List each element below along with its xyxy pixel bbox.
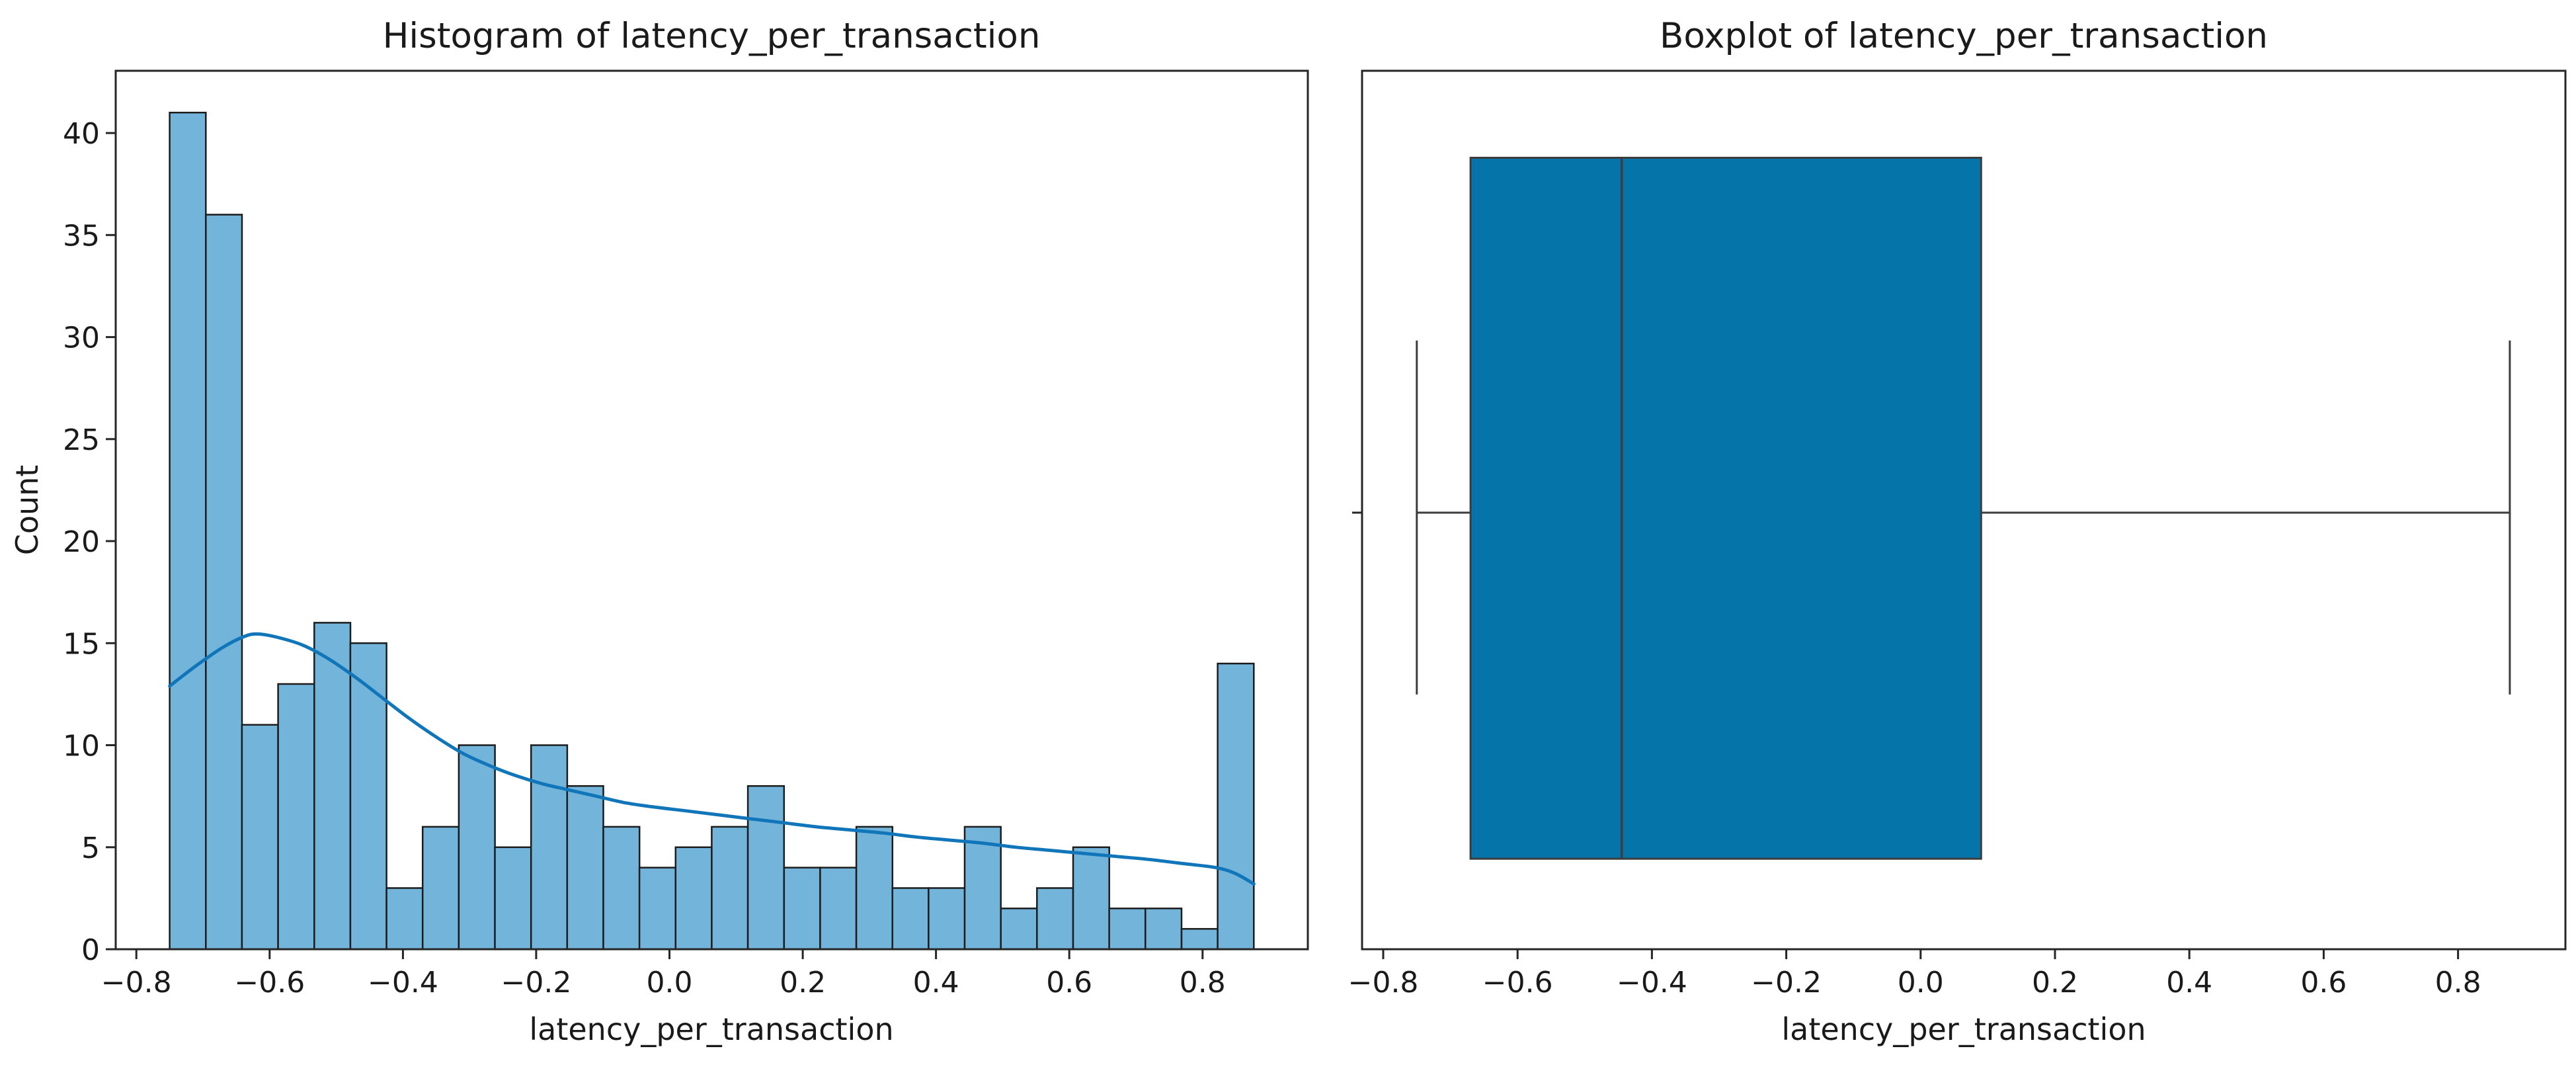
hist-bar [746,785,785,951]
hist-bar [241,724,279,951]
hist-bar [1145,908,1183,951]
histogram-ticks: −0.8 −0.6 −0.4 −0.2 0.0 0.2 0.4 0.6 0.8 0 5 10 15 20 2… [63,117,1226,1000]
histogram-axes-frame [114,69,1309,951]
hist-bar [494,846,532,951]
hist-bar [205,214,243,951]
x-tick-label: −0.8 [1348,966,1419,1000]
hist-bar [819,867,858,951]
boxplot-shapes [1416,157,2511,860]
hist-bar [349,642,387,951]
boxplot-subplot: −0.8 −0.6 −0.4 −0.2 0.0 0.2 0.4 0.6 0.8 Boxplot … [1348,16,2567,1047]
x-tick-label: 0.2 [780,966,826,1000]
histogram-title: Histogram of latency_per_transaction [383,16,1041,56]
y-tick-label: 5 [81,831,100,865]
hist-bar [169,111,207,951]
histogram-xlabel: latency_per_transaction [529,1011,893,1047]
histogram-ylabel: Count [9,465,45,556]
boxplot-xlabel: latency_per_transaction [1781,1011,2146,1047]
hist-bar [530,744,569,951]
hist-bar [928,887,966,951]
hist-bar [783,867,821,951]
hist-bar [313,622,352,951]
hist-bar [711,826,749,951]
hist-bar [1036,887,1074,951]
hist-bar [1180,927,1219,951]
histogram-subplot: −0.8 −0.6 −0.4 −0.2 0.0 0.2 0.4 0.6 0.8 0 5 10 15 20 2… [9,16,1309,1047]
histogram-bars [169,111,1255,951]
hist-bar [566,785,604,951]
y-tick-label: 0 [81,933,100,967]
hist-bar [891,887,930,951]
x-tick-label: 0.0 [647,966,693,1000]
x-tick-label: 0.6 [2300,966,2347,1000]
hist-bar [1217,662,1255,951]
hist-bar [674,846,713,951]
x-tick-label: 0.4 [2166,966,2212,1000]
hist-bar [385,887,424,951]
y-tick-label: 10 [63,730,100,763]
kde-curve [168,632,1256,886]
boxplot-axes-frame [1361,69,2567,951]
x-tick-label: −0.6 [1482,966,1553,1000]
hist-bar [1072,846,1110,951]
boxplot-iqr-box [1469,157,1982,860]
x-tick-label: 0.4 [913,966,959,1000]
y-tick-label: 15 [63,627,100,661]
x-tick-label: −0.2 [501,966,571,1000]
hist-bar [1108,908,1147,951]
x-tick-label: −0.2 [1751,966,1822,1000]
y-tick-label: 30 [63,321,100,355]
x-tick-label: 0.8 [1180,966,1226,1000]
x-tick-label: −0.4 [1617,966,1687,1000]
y-tick-label: 35 [63,219,100,253]
hist-bar [421,826,460,951]
hist-bar [1000,908,1038,951]
x-tick-label: 0.8 [2435,966,2481,1000]
boxplot-title: Boxplot of latency_per_transaction [1660,16,2268,56]
hist-bar [458,744,496,951]
y-tick-label: 40 [63,117,100,151]
x-tick-label: −0.8 [101,966,172,1000]
hist-bar [277,683,315,951]
hist-bar [855,826,894,951]
x-tick-label: 0.0 [1898,966,1944,1000]
x-tick-label: −0.6 [234,966,305,1000]
x-tick-label: 0.6 [1046,966,1092,1000]
y-tick-label: 25 [63,423,100,457]
y-tick-label: 20 [63,525,100,559]
boxplot-ticks: −0.8 −0.6 −0.4 −0.2 0.0 0.2 0.4 0.6 0.8 [1348,511,2481,1000]
x-tick-label: 0.2 [2032,966,2078,1000]
hist-bar [602,826,641,951]
x-tick-label: −0.4 [368,966,438,1000]
hist-bar [638,867,677,951]
